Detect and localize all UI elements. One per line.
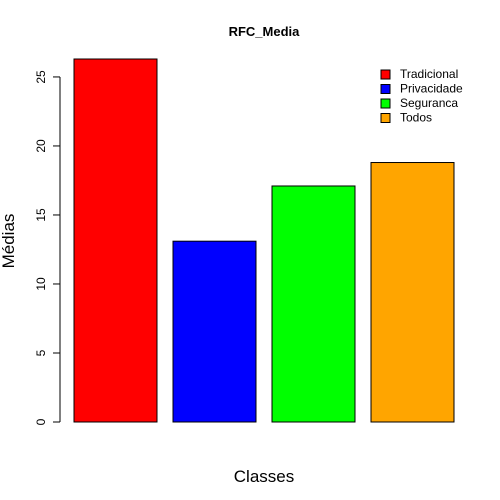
y-tick-label: 5 [34,349,48,356]
y-tick-label: 25 [34,70,48,84]
bar-privacidade [172,240,257,423]
legend-swatch [380,113,391,123]
y-axis: 0 5 10 15 20 25 [34,70,61,425]
y-tick-label: 0 [34,418,48,425]
y-axis-label: Médias [0,214,18,269]
y-tick-label: 20 [34,139,48,153]
bar-tradicional [73,58,158,423]
bars [73,58,455,423]
bar-todos [370,162,455,423]
legend-entry: Tradicional [400,67,458,81]
x-axis-label: Classes [234,467,294,486]
bar-seguranca [271,185,356,423]
legend-swatch [380,98,391,109]
legend-entry: Seguranca [400,96,458,110]
legend-swatch [380,84,391,94]
legend-swatch [380,69,391,80]
y-tick-label: 10 [34,277,48,291]
legend-entry: Todos [400,111,432,125]
chart-title: RFC_Media [229,24,301,39]
legend-entry: Privacidade [400,82,463,96]
y-tick-label: 15 [34,208,48,222]
